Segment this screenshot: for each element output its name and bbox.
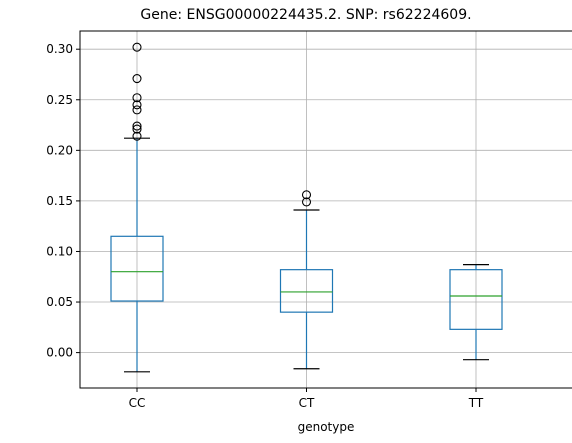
y-tick-label: 0.30 <box>46 42 73 56</box>
iqr-box <box>449 269 503 330</box>
box-elements <box>110 42 503 373</box>
x-axis-label: genotype <box>298 420 355 434</box>
chart-title: Gene: ENSG00000224435.2. SNP: rs62224609… <box>140 7 471 23</box>
outlier-point <box>132 93 142 103</box>
y-tick-label: 0.05 <box>46 295 73 309</box>
iqr-box <box>279 269 334 313</box>
y-tick-label: 0.10 <box>46 244 73 258</box>
outlier-point <box>132 124 142 134</box>
iqr-box <box>110 235 164 302</box>
axis-ticks: 0.00 0.05 0.10 0.15 0.20 0.25 0.30 CC CT TT <box>46 42 484 410</box>
x-tick-label: TT <box>468 396 484 410</box>
box-group-ct <box>279 190 334 370</box>
box-group-tt <box>449 264 503 361</box>
outlier-point <box>301 190 312 200</box>
outlier-point <box>132 105 142 115</box>
outlier-point <box>132 73 142 84</box>
axes-frame <box>79 30 572 389</box>
x-tick-label: CC <box>129 396 146 410</box>
y-tick-label: 0.15 <box>46 194 73 208</box>
y-tick-label: 0.25 <box>46 93 73 107</box>
outlier-point <box>301 197 312 207</box>
box-group-cc <box>110 42 164 373</box>
outlier-point <box>132 131 142 141</box>
x-tick-label: CT <box>299 396 315 410</box>
outlier-point <box>132 100 142 110</box>
outlier-point <box>132 121 142 131</box>
y-tick-label: 0.20 <box>46 143 73 157</box>
y-tick-label: 0.00 <box>46 346 73 360</box>
outlier-point <box>132 42 142 52</box>
grid-lines <box>80 31 572 388</box>
